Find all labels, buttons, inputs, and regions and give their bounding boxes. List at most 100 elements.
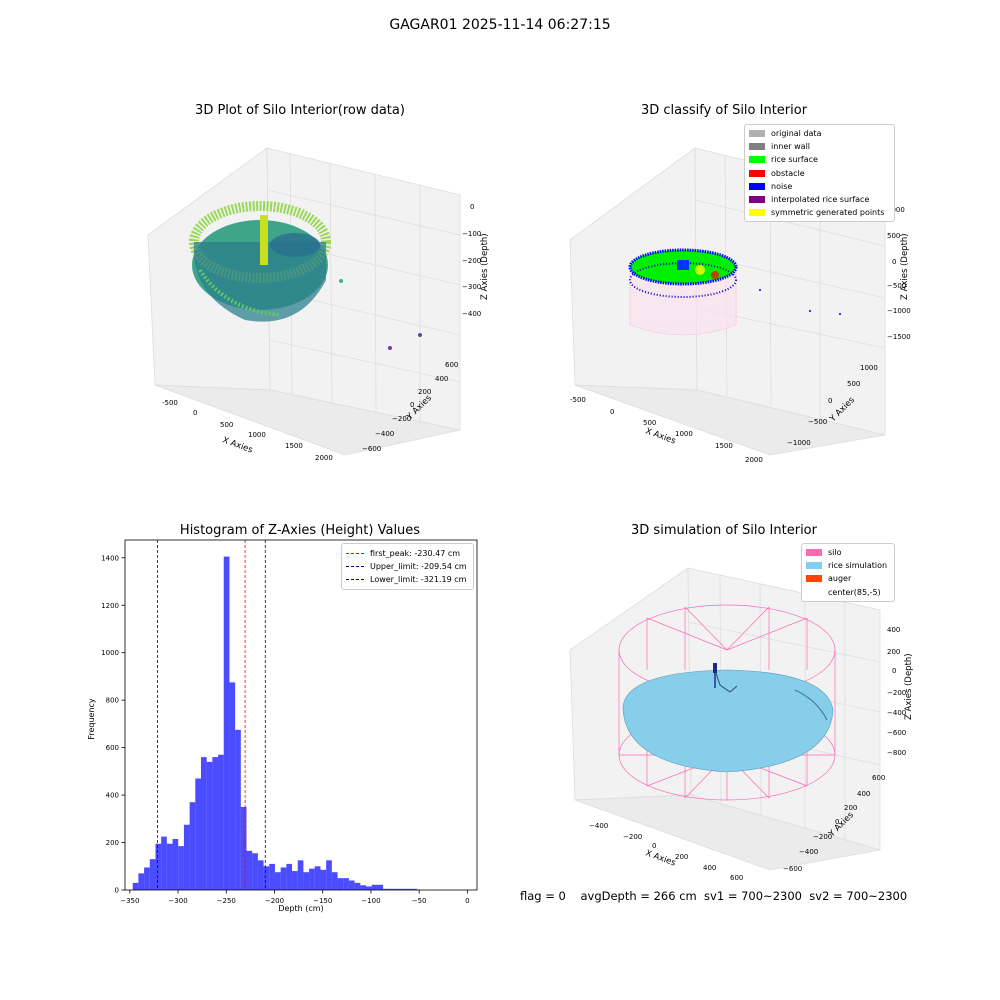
classify-z-ticks: 1000 500 0 −500 −1000 −1500 (887, 206, 911, 341)
histogram-bar (388, 888, 395, 890)
histogram-bar (144, 867, 150, 890)
classify-plot-title: 3D classify of Silo Interior (640, 103, 808, 118)
legend-item: noise (749, 180, 890, 193)
svg-text:−1000: −1000 (887, 307, 911, 315)
legend-swatch (806, 589, 822, 596)
histogram-x-tick-label: −200 (265, 897, 284, 905)
svg-text:−400: −400 (887, 709, 906, 717)
svg-text:400: 400 (703, 864, 716, 872)
histogram-bar (229, 682, 236, 890)
histogram-bar (257, 860, 264, 890)
histogram-bar (394, 888, 401, 890)
histogram-bar (383, 888, 389, 890)
raw-silo-points (189, 201, 422, 350)
histogram-bar (240, 806, 247, 890)
histogram-x-tick-label: −250 (217, 897, 236, 905)
simulation-3d-plot: −400 −200 0 200 400 600 X Axies 600 400 … (569, 567, 914, 880)
svg-text:1500: 1500 (715, 442, 733, 450)
histogram-y-tick-label: 0 (115, 887, 119, 895)
histogram-bar (365, 886, 372, 890)
histogram-legend: first_peak: -230.47 cm Upper_limit: -209… (341, 543, 474, 590)
histogram-bar (331, 872, 338, 890)
simulation-z-ticks: 400 200 0 −200 −400 −600 −800 (887, 626, 906, 757)
svg-text:1000: 1000 (248, 431, 266, 439)
histogram-bar (166, 843, 173, 890)
svg-text:−400: −400 (589, 822, 608, 830)
legend-item: symmetric generated points (749, 206, 890, 219)
legend-item: rice surface (749, 153, 890, 166)
histogram-chart: −350 −300 −250 −200 −150 −100 −50 0 0 200 400 600 80… (87, 539, 478, 913)
histogram-plot-area: −350 −300 −250 −200 −150 −100 −50 0 0 200 400 600 80… (101, 539, 478, 905)
svg-text:1000: 1000 (887, 206, 905, 214)
svg-text:200: 200 (418, 388, 431, 396)
svg-text:0: 0 (652, 842, 656, 850)
raw-y-ticks: 600 400 200 0 −200 −400 −600 (362, 361, 458, 453)
histogram-bar (309, 868, 315, 890)
legend-swatch (806, 549, 822, 557)
histogram-y-tick-label: 1400 (101, 554, 119, 562)
svg-text:200: 200 (844, 804, 857, 812)
histogram-bar (354, 882, 361, 890)
histogram-y-tick-label: 600 (106, 744, 119, 752)
histogram-bar (132, 882, 139, 890)
svg-text:−400: −400 (799, 848, 818, 856)
classify-y-ticks: 1000 500 0 −500 −1000 (787, 364, 878, 447)
histogram-bar (183, 824, 190, 890)
histogram-x-axis-label: Depth (cm) (278, 904, 323, 913)
svg-text:−1000: −1000 (787, 439, 811, 447)
legend-item: obstacle (749, 167, 890, 180)
svg-text:400: 400 (435, 375, 448, 383)
histogram-bar (246, 850, 253, 890)
svg-text:0: 0 (892, 667, 896, 675)
histogram-bar (206, 761, 213, 890)
histogram-bar (218, 754, 224, 890)
histogram-bar (280, 867, 287, 890)
svg-text:0: 0 (470, 203, 474, 211)
classify-legend: original data inner wall rice surface ob… (744, 124, 895, 223)
histogram-bar (343, 878, 349, 890)
histogram-y-axis-label: Frequency (87, 698, 96, 740)
raw-z-axis-label: Z Axies (Depth) (480, 233, 490, 300)
svg-text:600: 600 (730, 874, 743, 880)
legend-line (346, 579, 364, 581)
classify-x-ticks: -500 0 500 1000 1500 2000 (570, 396, 763, 464)
svg-text:−1500: −1500 (887, 333, 911, 341)
svg-text:−800: −800 (887, 749, 906, 757)
histogram-bar (303, 872, 310, 890)
svg-text:500: 500 (643, 419, 656, 427)
svg-text:200: 200 (675, 853, 688, 861)
histogram-bar (223, 556, 230, 890)
svg-text:600: 600 (872, 774, 885, 782)
svg-text:−600: −600 (362, 445, 381, 453)
svg-text:−200: −200 (623, 833, 642, 841)
histogram-bar (314, 866, 321, 890)
svg-text:−400: −400 (375, 430, 394, 438)
histogram-bar (411, 888, 418, 890)
histogram-y-tick-label: 1000 (101, 649, 119, 657)
histogram-bar (269, 863, 275, 890)
histogram-bar (360, 885, 366, 890)
svg-text:0: 0 (892, 258, 896, 266)
svg-text:0: 0 (835, 818, 839, 826)
svg-text:−200: −200 (392, 415, 411, 423)
legend-item: interpolated rice surface (749, 193, 890, 206)
histogram-bar (405, 888, 412, 890)
histogram-bar (320, 869, 327, 890)
legend-swatch (749, 209, 765, 217)
legend-swatch (749, 196, 765, 204)
histogram-bar (195, 778, 201, 890)
legend-item: original data (749, 127, 890, 140)
svg-text:2000: 2000 (745, 456, 763, 464)
svg-text:500: 500 (887, 232, 900, 240)
histogram-bar (178, 846, 184, 890)
legend-swatch (806, 562, 822, 570)
histogram-x-tick-label: −300 (168, 897, 187, 905)
histogram-bar (297, 860, 304, 890)
histogram-background (125, 540, 477, 890)
histogram-bar (326, 860, 332, 890)
svg-text:500: 500 (847, 380, 860, 388)
svg-text:-500: -500 (570, 396, 586, 404)
svg-text:−500: −500 (808, 418, 827, 426)
histogram-x-tick-label: −150 (313, 897, 332, 905)
histogram-bar (189, 802, 196, 890)
